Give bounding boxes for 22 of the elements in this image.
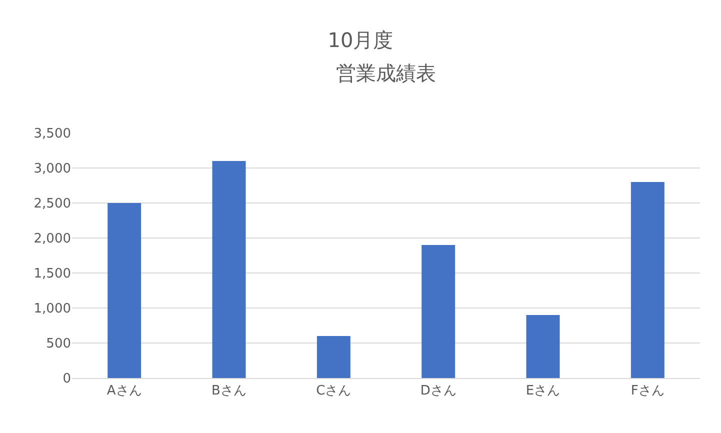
y-tick-label: 1,000 xyxy=(34,302,71,317)
bar xyxy=(630,182,664,378)
chart-title: 10月度 xyxy=(328,28,394,52)
y-tick-label: 1,500 xyxy=(34,266,71,282)
y-tick-label: 0 xyxy=(62,372,71,387)
chart-subtitle: 営業成績表 xyxy=(336,61,436,85)
x-tick-label: Bさん xyxy=(212,384,246,399)
bar xyxy=(108,203,142,378)
x-tick-label: Dさん xyxy=(420,384,456,399)
y-tick-label: 3,500 xyxy=(34,126,71,142)
y-tick-label: 2,500 xyxy=(34,196,71,212)
bar xyxy=(212,161,246,378)
bar xyxy=(422,245,456,378)
x-tick-label: Aさん xyxy=(106,384,142,399)
x-tick-label: Eさん xyxy=(526,384,560,399)
y-tick-label: 3,000 xyxy=(34,162,71,177)
bar xyxy=(316,336,350,378)
x-tick-label: Cさん xyxy=(316,384,352,399)
y-tick-label: 500 xyxy=(46,336,71,352)
y-tick-label: 2,000 xyxy=(34,232,71,247)
bar xyxy=(526,315,560,378)
x-tick-label: Fさん xyxy=(630,384,664,399)
